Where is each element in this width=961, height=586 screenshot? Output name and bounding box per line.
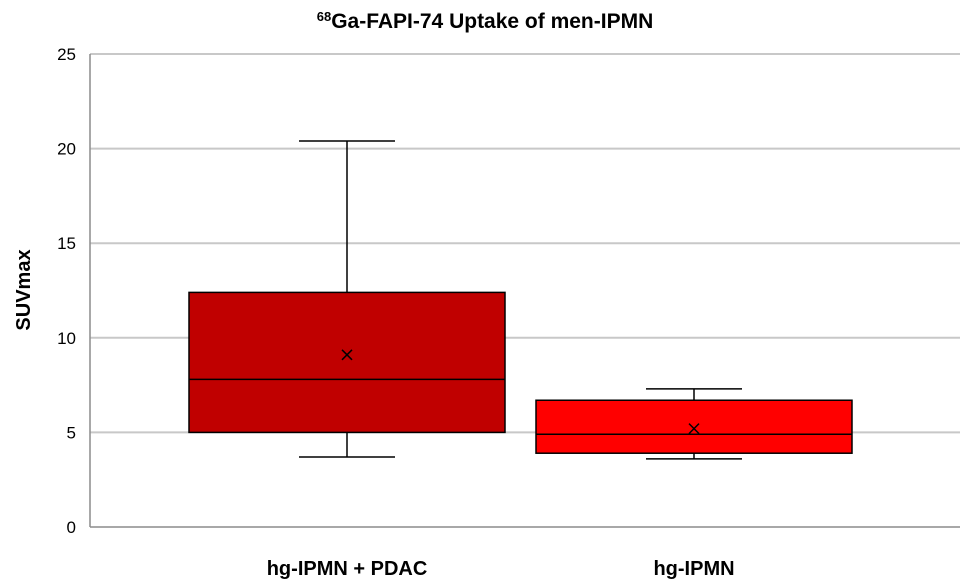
y-tick-label: 25 — [57, 45, 76, 64]
box-series — [188, 140, 853, 460]
chart-title-superscript: 68 — [317, 9, 331, 24]
iqr-box — [535, 399, 853, 454]
chart-title: 68Ga-FAPI-74 Uptake of men-IPMN — [317, 9, 654, 33]
mean-marker — [688, 423, 700, 435]
mean-marker — [341, 349, 353, 361]
iqr-box — [188, 291, 506, 434]
box-1 — [188, 140, 506, 458]
category-label: hg-IPMN — [653, 558, 734, 580]
category-label: hg-IPMN + PDAC — [267, 558, 428, 580]
chart-title-main: Ga-FAPI-74 Uptake of men-IPMN — [331, 10, 653, 33]
y-tick-label: 10 — [57, 329, 76, 348]
y-tick-label: 0 — [67, 518, 76, 537]
y-axis-title: SUVmax — [13, 249, 35, 330]
category-labels: hg-IPMN + PDAC hg-IPMN — [267, 558, 735, 580]
y-tick-label: 5 — [67, 423, 76, 442]
y-tick-labels: 0 5 10 15 20 25 — [57, 45, 76, 537]
y-tick-label: 20 — [57, 140, 76, 159]
box-2 — [535, 388, 853, 460]
mean-marker-stroke — [688, 423, 700, 435]
y-tick-label: 15 — [57, 234, 76, 253]
mean-marker-stroke — [341, 349, 353, 361]
gridlines — [89, 53, 960, 528]
